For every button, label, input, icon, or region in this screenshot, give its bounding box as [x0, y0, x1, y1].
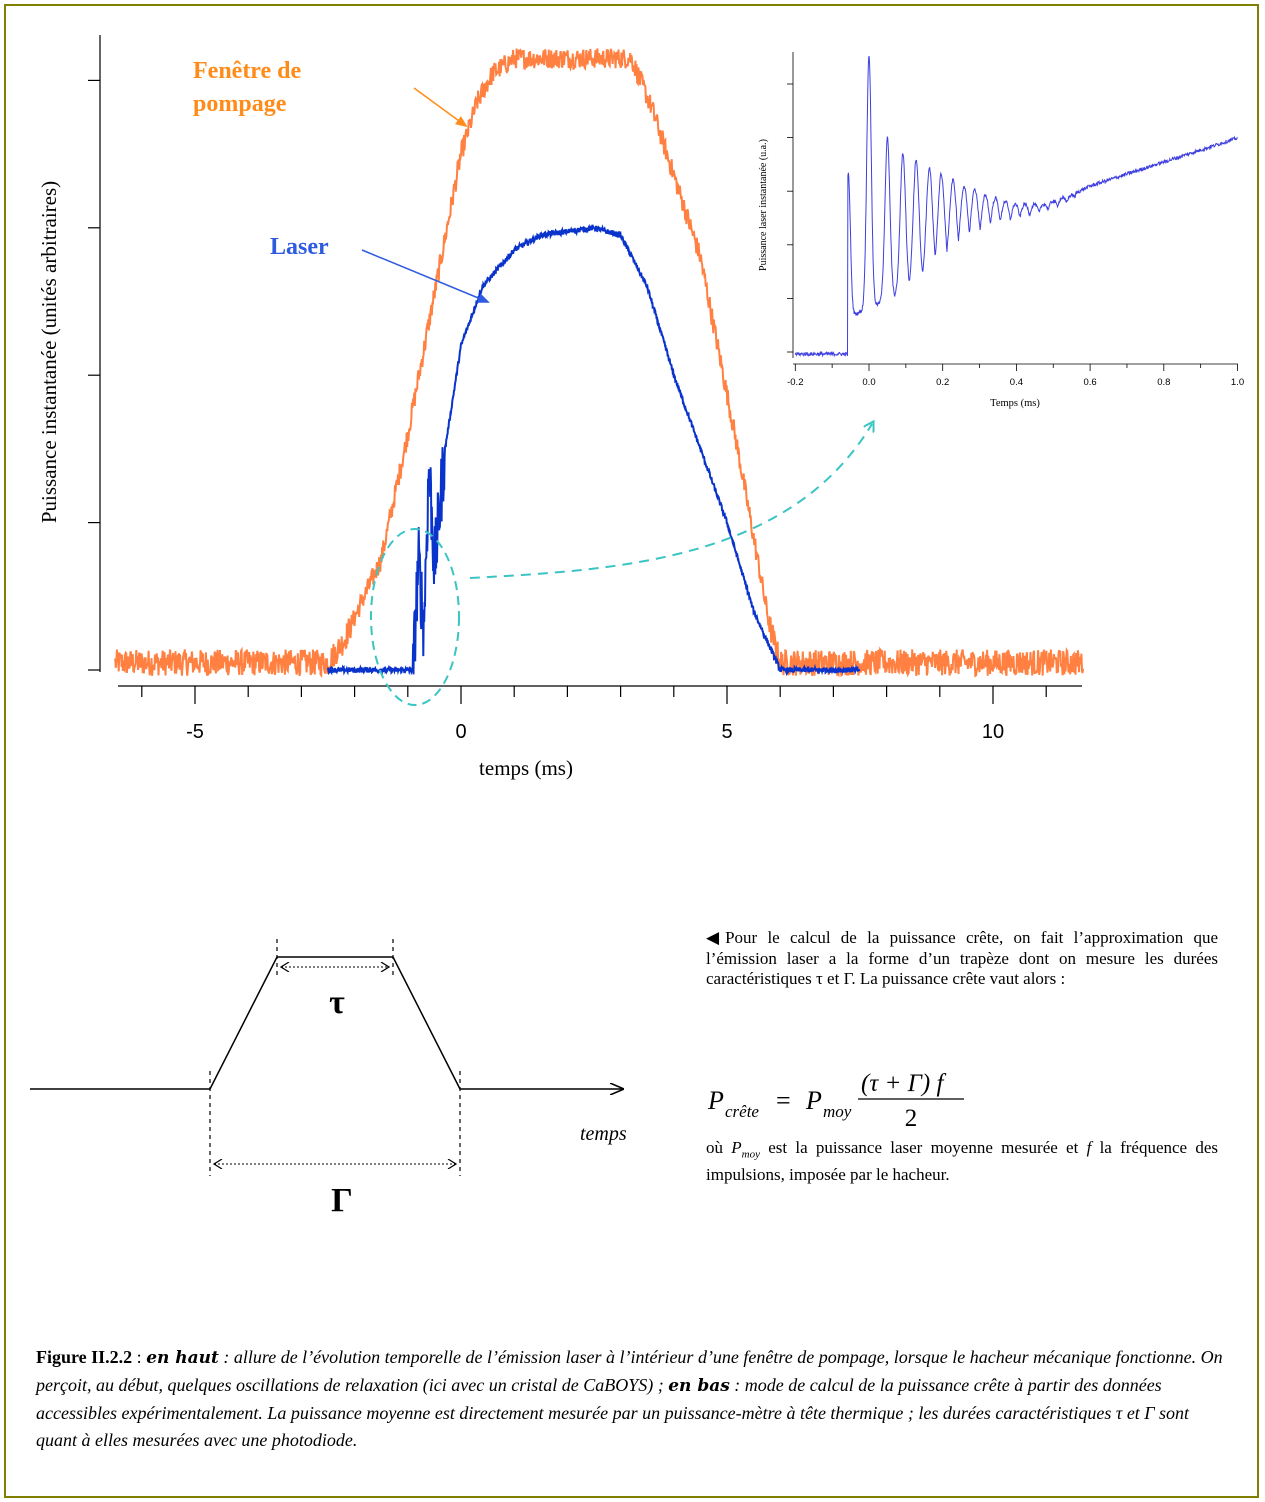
peak-power-formula: P crête = P moy (τ + Γ) f 2 — [706, 1066, 1036, 1132]
note-text-2c: la fréquence des impulsions, imposée par… — [706, 1138, 1219, 1184]
inset-x-axis-label: Temps (ms) — [990, 398, 1040, 409]
caption-part2-text: : mode de calcul de la puissance crête à… — [36, 1375, 1190, 1450]
laser-label: Laser — [270, 234, 329, 260]
formula-rhs-sub: moy — [823, 1102, 852, 1121]
caption-part2-label: en bas — [668, 1376, 730, 1396]
main-x-tick-label: 5 — [721, 721, 732, 743]
inset-y-axis-label: Puissance laser instantanée (u.a.) — [758, 139, 769, 271]
note-pmoy: Pmoy — [731, 1138, 760, 1161]
note-text-1: Pour le calcul de la puissance crête, on… — [706, 928, 1218, 988]
inset-x-tick-label: 0.4 — [1010, 377, 1023, 388]
main-chart: -5 0 5 10 temps (ms) Puissance instantanée … — [37, 35, 1085, 780]
peak-power-note-2: où Pmoy est la puissance laser moyenne m… — [706, 1138, 1218, 1185]
formula-svg: P crête = P moy (τ + Γ) f 2 — [707, 1070, 964, 1132]
pump-label-line1: Fenêtre de — [193, 58, 302, 84]
pump-series-line — [114, 48, 1085, 679]
zoom-arrow — [469, 424, 872, 579]
peak-power-note: ◀ Pour le calcul de la puissance crête, o… — [706, 928, 1218, 990]
trapezoid-schema: τ Γ temps — [30, 939, 627, 1219]
main-x-tick-label: 10 — [982, 721, 1004, 743]
formula-numerator: (τ + Γ) f — [861, 1070, 946, 1097]
note-paragraph-1: ◀ Pour le calcul de la puissance crête, o… — [706, 928, 1218, 990]
formula-equals: = — [776, 1086, 791, 1115]
laser-label-arrow — [361, 249, 490, 303]
inset-laser-line — [794, 55, 1238, 358]
note-f: f — [1086, 1138, 1092, 1157]
caption-sep: : — [132, 1347, 147, 1367]
inset-x-tick-label: 1.0 — [1231, 377, 1244, 388]
caption-part1-text: : allure de l’évolution temporelle de l’… — [36, 1347, 1223, 1395]
formula-rhs: P — [805, 1086, 822, 1115]
formula-lhs: P — [707, 1086, 724, 1115]
main-x-tick-label: -5 — [186, 721, 204, 743]
time-axis-label: temps — [580, 1123, 627, 1145]
main-x-axis-label: temps (ms) — [479, 756, 573, 780]
inset-chart: -0.2 0.0 0.2 0.4 0.6 0.8 1.0 Temps (ms) Puissa… — [758, 52, 1244, 409]
figure-caption: Figure II.2.2 : en haut : allure de l’év… — [36, 1344, 1226, 1454]
inset-x-tick-labels: -0.2 0.0 0.2 0.4 0.6 0.8 1.0 — [787, 377, 1244, 388]
trapezoid-shape — [30, 956, 461, 1090]
formula-lhs-sub: crête — [725, 1102, 759, 1121]
pump-label-line2: pompage — [193, 91, 287, 117]
inset-x-tick-label: 0.6 — [1083, 377, 1096, 388]
note-text-2a: où — [706, 1138, 732, 1157]
main-y-ticks — [88, 79, 100, 671]
main-x-tick-labels: -5 0 5 10 — [186, 721, 1004, 743]
inset-y-ticks — [787, 83, 793, 353]
inset-x-tick-label: -0.2 — [787, 377, 803, 388]
caption-label: Figure II.2.2 — [36, 1347, 133, 1367]
tau-symbol: τ — [329, 984, 345, 1021]
figure-frame — [4, 4, 1259, 1498]
main-x-tick-label: 0 — [455, 721, 466, 743]
main-x-ticks — [141, 686, 1047, 704]
pump-label-arrow — [413, 87, 468, 128]
zoom-region-ellipse — [370, 528, 460, 706]
caption-part1-label: en haut — [146, 1348, 219, 1368]
inset-x-tick-label: 0.8 — [1157, 377, 1170, 388]
inset-x-tick-label: 0.0 — [862, 377, 875, 388]
inset-x-tick-label: 0.2 — [936, 377, 949, 388]
gamma-symbol: Γ — [331, 1182, 353, 1219]
inset-x-ticks — [794, 364, 1238, 371]
laser-series-line — [327, 223, 861, 677]
note-text-2b: est la puissance laser moyenne mesurée e… — [759, 1138, 1087, 1157]
formula-denominator: 2 — [905, 1105, 918, 1130]
left-triangle-icon: ◀ — [706, 928, 720, 947]
main-y-axis-label: Puissance instantanée (unités arbitraire… — [37, 181, 61, 523]
